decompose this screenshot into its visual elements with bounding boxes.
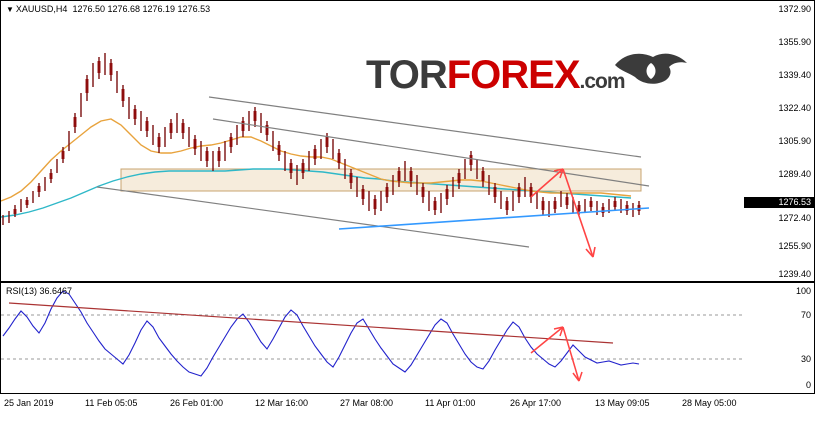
symbol-label: XAUUSD,H4: [15, 4, 68, 14]
rsi-y-axis-label: 30: [800, 354, 811, 364]
x-axis-tick: 13 May 09:05: [595, 398, 650, 408]
y-axis-label: 1255.90: [778, 241, 811, 251]
price-chart-panel[interactable]: ▼ XAUUSD,H4 1276.50 1276.68 1276.19 1276.…: [0, 0, 815, 282]
current-price-tag: 1276.53: [744, 197, 814, 208]
x-axis-tick: 26 Feb 01:00: [170, 398, 224, 408]
y-axis-label: 1322.40: [778, 103, 811, 113]
y-axis-label: 1305.90: [778, 136, 811, 146]
rsi-plot-area[interactable]: [1, 283, 744, 393]
rsi-y-axis-label: 70: [800, 310, 811, 320]
chart-header: ▼ XAUUSD,H4 1276.50 1276.68 1276.19 1276.…: [6, 4, 210, 14]
y-axis-label: 1372.90: [778, 4, 811, 14]
bull-head-icon: [611, 49, 691, 89]
x-axis-tick: 25 Jan 2019: [4, 398, 54, 408]
x-axis-tick: 11 Apr 01:00: [425, 398, 476, 408]
time-axis: 25 Jan 2019 11 Feb 05:05 26 Feb 01:00 12…: [0, 394, 815, 422]
ohlc-values: 1276.50 1276.68 1276.19 1276.53: [72, 4, 211, 14]
x-axis-tick: 11 Feb 05:05: [85, 398, 138, 408]
rsi-label: RSI(13) 36.6467: [6, 286, 73, 296]
x-axis-tick: 12 Mar 16:00: [255, 398, 309, 408]
price-plot-area[interactable]: [1, 1, 744, 281]
y-axis-label: 1355.90: [778, 37, 811, 47]
y-axis-label: 1272.40: [778, 213, 811, 223]
y-axis-label: 1339.40: [778, 70, 811, 80]
rsi-indicator-panel[interactable]: RSI(13) 36.6467 100 70 30: [0, 282, 815, 394]
watermark-forex: FOREX: [446, 53, 581, 97]
x-axis-tick: 27 Mar 08:00: [340, 398, 394, 408]
y-axis-label: 1239.40: [778, 269, 811, 279]
rsi-y-axis-label: 100: [795, 286, 811, 296]
watermark-tor: TOR: [366, 53, 448, 97]
x-axis-tick: 28 May 05:00: [682, 398, 737, 408]
x-axis-tick: 26 Apr 17:00: [510, 398, 562, 408]
rsi-y-axis-label: 0: [805, 380, 811, 390]
triangle-down-icon[interactable]: ▼: [6, 5, 14, 14]
watermark-com: .com: [579, 70, 626, 93]
y-axis-label: 1289.40: [778, 169, 811, 179]
watermark-logo: TORFOREX.com: [366, 53, 687, 98]
